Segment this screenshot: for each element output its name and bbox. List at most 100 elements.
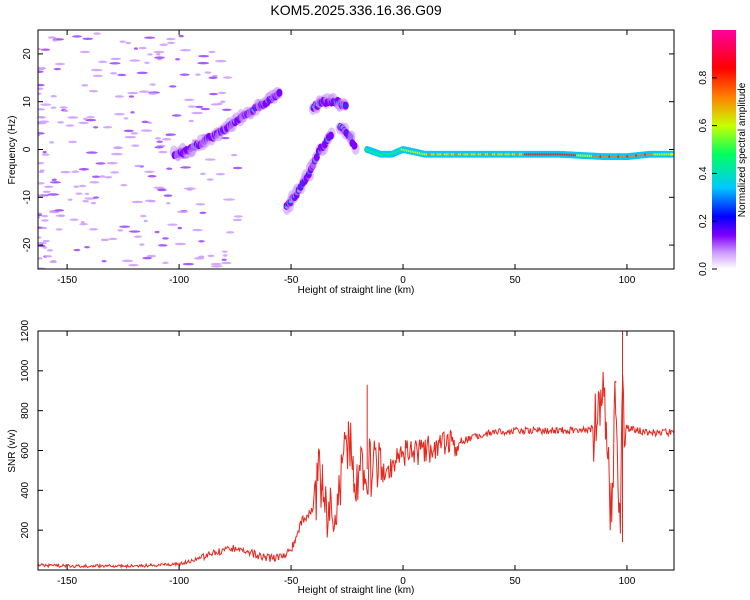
heatmap-noise-cell [57, 121, 65, 124]
heatmap-noise-cell [117, 229, 124, 232]
heatmap-y-label: Frequency (Hz) [7, 116, 18, 185]
heatmap-noise-cell [156, 140, 163, 143]
heatmap-noise-cell [207, 254, 215, 258]
heatmap-noise-cell [220, 100, 226, 103]
heatmap-noise-cell [178, 34, 184, 38]
heatmap-noise-cell [78, 168, 90, 171]
heatmap-noise-cell [206, 178, 214, 181]
heatmap-noise-cell [177, 226, 183, 230]
heatmap-noise-cell [72, 35, 82, 38]
x-tick-label: -50 [284, 275, 299, 286]
heatmap-noise-cell [129, 59, 141, 62]
heatmap-noise-cell [199, 172, 206, 176]
heatmap-noise-cell [119, 225, 131, 228]
heatmap-noise-cell [50, 95, 57, 98]
heatmap-noise-cell [148, 200, 156, 203]
heatmap-noise-cell [215, 172, 226, 176]
heatmap-cell [351, 141, 358, 150]
heatmap-noise-cell [109, 72, 118, 75]
colorbar-tick-label: 0.4 [698, 166, 709, 180]
heatmap-noise-cell [39, 169, 45, 172]
heatmap-noise-cell [143, 219, 148, 223]
heatmap-noise-cell [101, 238, 106, 242]
heatmap-noise-cell [177, 210, 189, 213]
colorbar: 0.0 0.2 0.4 0.6 0.8 Normalized spectral ampl… [698, 30, 748, 276]
heatmap-noise-cell [179, 73, 190, 76]
heatmap-noise-cell [223, 198, 236, 201]
heatmap-noise-cell [161, 138, 172, 141]
heatmap-noise-cell [49, 141, 54, 144]
heatmap-noise-cell [38, 133, 41, 137]
heatmap-noise-cell [38, 47, 42, 51]
heatmap-noise-cell [67, 198, 73, 201]
heatmap-noise-cell [46, 249, 53, 252]
heatmap-noise-cell [154, 230, 160, 234]
heatmap-noise-cell [38, 92, 42, 96]
heatmap-noise-cell [226, 231, 235, 234]
snr-y-label: SNR (v/v) [7, 429, 18, 472]
heatmap-noise-cell [38, 115, 45, 119]
heatmap-noise-cell [153, 186, 165, 189]
heatmap-noise-cell [198, 240, 205, 243]
heatmap-noise-cell [199, 211, 207, 214]
heatmap-noise-cell [157, 188, 167, 192]
heatmap-noise-cell [55, 228, 63, 231]
heatmap-noise-cell [38, 216, 41, 219]
colorbar-tick-label: 0.6 [698, 118, 709, 132]
heatmap-noise-cell [210, 265, 223, 268]
heatmap-noise-cell [68, 140, 78, 144]
heatmap-noise-cell [179, 49, 192, 52]
heatmap-cell [343, 104, 348, 108]
heatmap-noise-cell [85, 192, 90, 196]
heatmap-noise-cell [171, 114, 182, 117]
heatmap-noise-cell [52, 39, 58, 42]
colorbar-tick-label: 0.0 [698, 262, 709, 276]
heatmap-noise-cell [154, 146, 164, 149]
heatmap-noise-cell [200, 107, 210, 111]
heatmap-noise-cell [198, 54, 210, 58]
x-tick-label: 50 [509, 275, 521, 286]
heatmap-noise-cell [183, 98, 195, 102]
heatmap-noise-cell [149, 83, 156, 86]
heatmap-noise-cell [59, 106, 68, 109]
heatmap-noise-cell [99, 175, 106, 178]
heatmap-noise-cell [110, 171, 120, 174]
heatmap-noise-cell [136, 71, 148, 75]
heatmap-noise-cell [155, 137, 162, 140]
heatmap-noise-cell [42, 239, 50, 243]
heatmap-noise-cell [60, 170, 71, 174]
heatmap-noise-cell [109, 62, 121, 65]
heatmap-noise-cell [146, 254, 157, 258]
heatmap-noise-cell [98, 60, 108, 64]
heatmap-noise-cell [79, 222, 88, 226]
heatmap-noise-cell [53, 67, 61, 71]
heatmap-noise-cell [90, 68, 103, 72]
heatmap-noise-cell [38, 108, 46, 111]
heatmap-noise-cell [180, 166, 192, 169]
heatmap-noise-cell [131, 200, 144, 204]
heatmap-noise-cell [101, 259, 107, 263]
heatmap-noise-cell [43, 185, 54, 189]
heatmap-noise-cell [73, 248, 81, 252]
snr-frame [37, 330, 675, 571]
x-tick-label: 50 [509, 576, 521, 587]
heatmap-noise-cell [144, 36, 156, 39]
y-tick-label: 1000 [20, 359, 31, 382]
heatmap-noise-cell [38, 161, 45, 165]
colorbar-gradient [712, 30, 736, 269]
heatmap-noise-cell [63, 109, 69, 113]
heatmap-x-label: Height of straight line (km) [298, 285, 415, 296]
heatmap-noise-cell [168, 85, 177, 88]
x-tick-label: 0 [400, 275, 406, 286]
heatmap-noise-cell [128, 263, 139, 267]
heatmap-noise-cell [93, 126, 99, 129]
snr-series-line [38, 371, 674, 570]
heatmap-noise-cell [175, 58, 180, 61]
heatmap-noise-cell [232, 166, 243, 170]
heatmap-noise-cell [82, 200, 90, 203]
heatmap-noise-cell [127, 91, 139, 95]
heatmap-noise-cell [133, 47, 139, 50]
heatmap-noise-cell [38, 83, 45, 87]
x-tick-label: -50 [284, 576, 299, 587]
heatmap-noise-cell [71, 170, 80, 173]
